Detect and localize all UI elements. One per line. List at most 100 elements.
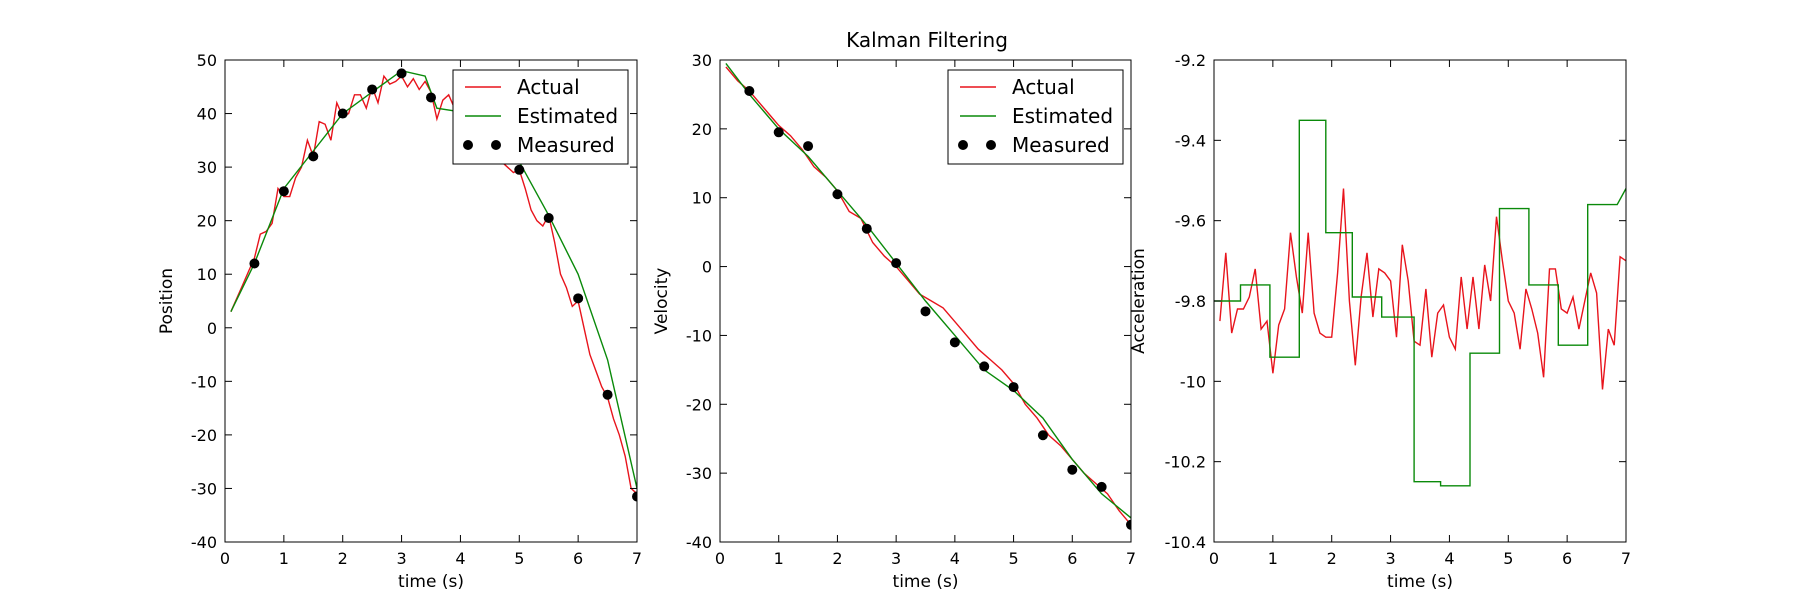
- measured-point: [278, 186, 289, 197]
- measured-point: [249, 258, 260, 269]
- y-tick-label: 30: [692, 51, 712, 70]
- measured-point: [573, 293, 584, 304]
- y-tick-label: 40: [197, 105, 217, 124]
- y-tick-label: 20: [692, 120, 712, 139]
- x-tick-label: 5: [1008, 549, 1018, 568]
- y-tick-label: -40: [686, 533, 712, 552]
- y-tick-label: 20: [197, 212, 217, 231]
- x-tick-label: 5: [514, 549, 524, 568]
- legend-item-estimated: Estimated: [960, 104, 1113, 128]
- y-tick-label: -10: [1180, 372, 1206, 391]
- legend-label: Measured: [517, 133, 615, 157]
- legend: Actual Estimated Measured: [947, 69, 1124, 165]
- measured-point: [920, 306, 931, 317]
- measured-point: [632, 491, 637, 502]
- estimated-line: [1214, 119, 1626, 487]
- measured-point: [1067, 464, 1078, 475]
- actual-line: [725, 66, 1131, 526]
- x-tick-label: 7: [1621, 549, 1631, 568]
- y-tick-label: 0: [207, 319, 217, 338]
- acceleration-plot: 0 1 2 3 4 5 6 7 -10.4 -10.2 -10 -9.8 -9.6 -9.4 -9.2 tim…: [1129, 51, 1631, 592]
- y-tick-label: -9.6: [1175, 212, 1206, 231]
- estimated-line: [725, 62, 1131, 519]
- measured-point: [861, 223, 872, 234]
- x-tick-label: 6: [1562, 549, 1572, 568]
- x-tick-label: 5: [1503, 549, 1513, 568]
- x-tick-label: 6: [573, 549, 583, 568]
- measured-point: [602, 389, 613, 400]
- x-axis-label: time (s): [1387, 572, 1453, 592]
- x-tick-label: 1: [774, 549, 784, 568]
- legend-marker: [986, 140, 996, 150]
- velocity-plot: 0 1 2 3 4 5 6 7 -40 -30 -20 -10 0 10 20 30 time (s) Veloc…: [652, 51, 1136, 592]
- y-axis-label: Velocity: [652, 268, 672, 335]
- measured-point: [514, 164, 525, 175]
- legend-label: Actual: [517, 75, 580, 99]
- y-tick-label: -30: [191, 479, 217, 498]
- legend-item-actual: Actual: [960, 75, 1075, 99]
- y-tick-label: 10: [197, 265, 217, 284]
- axes-frame: [719, 59, 1132, 543]
- x-tick-label: 3: [1385, 549, 1395, 568]
- axes-frame: [224, 59, 638, 543]
- y-tick-label: -30: [686, 464, 712, 483]
- y-tick-label: -9.8: [1175, 292, 1206, 311]
- x-tick-label: 2: [1327, 549, 1337, 568]
- measured-point: [979, 361, 990, 372]
- measured-point: [396, 68, 407, 79]
- measured-point: [308, 151, 319, 162]
- x-tick-label: 0: [1209, 549, 1219, 568]
- legend-marker: [958, 140, 968, 150]
- x-tick-label: 7: [1126, 549, 1136, 568]
- y-axis-label: Acceleration: [1129, 248, 1149, 354]
- y-axis-label: Position: [157, 268, 177, 334]
- actual-line: [1219, 188, 1626, 390]
- y-tick-label: 0: [702, 258, 712, 277]
- y-tick-label: -10: [191, 372, 217, 391]
- y-tick-label: -20: [191, 426, 217, 445]
- legend-box: [947, 69, 1124, 165]
- y-tick-label: 10: [692, 189, 712, 208]
- legend-label: Estimated: [517, 104, 618, 128]
- x-tick-label: 6: [1067, 549, 1077, 568]
- figure-title: Kalman Filtering: [846, 28, 1008, 52]
- plot-area: [725, 62, 1131, 530]
- legend-box: [452, 69, 629, 165]
- x-tick-label: 3: [891, 549, 901, 568]
- plot-area: [230, 68, 637, 502]
- legend-item-measured: Measured: [463, 133, 615, 157]
- axes-frame: [1213, 59, 1627, 543]
- x-tick-label: 4: [1444, 549, 1454, 568]
- legend: Actual Estimated Measured: [452, 69, 629, 165]
- measured-point: [773, 127, 784, 138]
- y-tick-label: 50: [197, 51, 217, 70]
- x-tick-label: 1: [1268, 549, 1278, 568]
- estimated-line: [230, 69, 637, 489]
- x-tick-label: 2: [832, 549, 842, 568]
- legend-label: Estimated: [1012, 104, 1113, 128]
- legend-label: Measured: [1012, 133, 1110, 157]
- measured-point: [891, 258, 902, 269]
- measured-point: [832, 189, 843, 200]
- legend-marker: [463, 140, 473, 150]
- y-tick-label: 30: [197, 158, 217, 177]
- x-axis-label: time (s): [398, 572, 464, 592]
- y-tick-label: -9.2: [1175, 51, 1206, 70]
- measured-point: [949, 337, 960, 348]
- x-tick-label: 4: [455, 549, 465, 568]
- y-tick-label: -10.2: [1165, 453, 1206, 472]
- x-axis-label: time (s): [893, 572, 959, 592]
- x-tick-label: 1: [279, 549, 289, 568]
- y-tick-label: -20: [686, 395, 712, 414]
- measured-point: [1037, 430, 1048, 441]
- measured-point: [426, 92, 436, 103]
- y-tick-label: -9.4: [1175, 131, 1206, 150]
- measured-point: [1126, 519, 1131, 530]
- measured-point: [744, 85, 755, 96]
- measured-point: [337, 108, 348, 119]
- x-tick-label: 7: [632, 549, 642, 568]
- legend-item-estimated: Estimated: [465, 104, 618, 128]
- y-tick-label: -40: [191, 533, 217, 552]
- legend-marker: [491, 140, 501, 150]
